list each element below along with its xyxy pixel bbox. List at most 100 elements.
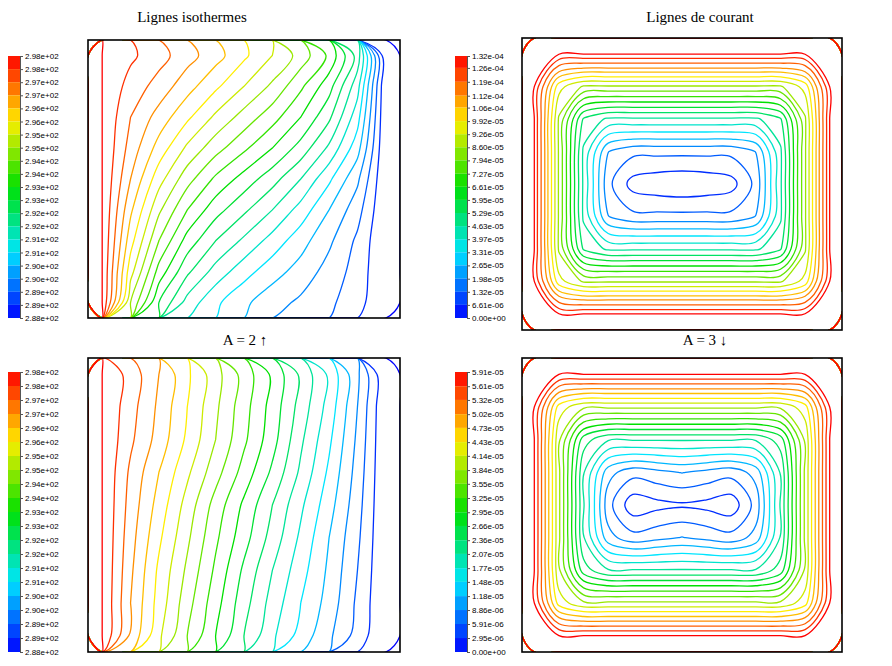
tick: 2.90e+02 (20, 275, 59, 284)
tick: 2.98e+02 (20, 382, 59, 391)
tick-mark (467, 96, 470, 97)
tick: 2.89e+02 (20, 288, 59, 297)
tick-label: 2.93e+02 (25, 508, 59, 517)
tick-mark (467, 200, 470, 201)
tick: 4.73e-05 (467, 424, 504, 433)
tick-mark (467, 526, 470, 527)
tick-label: 2.92e+02 (25, 222, 59, 231)
tick: 2.91e+02 (20, 249, 59, 258)
tick-label: 1.77e-05 (472, 564, 504, 573)
tick: 1.06e-04 (467, 104, 504, 113)
tick-mark (20, 174, 23, 175)
contour-line (88, 40, 170, 318)
tick: 1.48e-05 (467, 578, 504, 587)
tick-mark (20, 652, 23, 653)
tick-mark (20, 582, 23, 583)
tick-label: 9.92e-05 (472, 117, 504, 126)
tick-mark (20, 596, 23, 597)
tick: 0.00e+00 (467, 648, 506, 657)
tick: 9.92e-05 (467, 117, 504, 126)
tick-mark (20, 82, 23, 83)
tick-label: 6.61e-06 (472, 301, 504, 310)
contour-line (88, 358, 254, 652)
contour-line (88, 358, 222, 652)
tick-mark (20, 239, 23, 240)
colorbar-band (8, 69, 20, 82)
tick: 1.98e-05 (467, 275, 504, 284)
tick: 2.07e-05 (467, 550, 504, 559)
contour-line (88, 40, 138, 318)
contour-line (88, 40, 376, 318)
tick-mark (467, 414, 470, 415)
tick-label: 2.94e+02 (25, 480, 59, 489)
contour-line (522, 358, 842, 652)
tick-mark (467, 279, 470, 280)
colorbar-band (455, 400, 467, 414)
tick-mark (467, 456, 470, 457)
contour-line (522, 38, 842, 330)
contour-line (88, 40, 249, 318)
contour-line (88, 40, 225, 318)
colorbar-band (8, 638, 20, 652)
tick-mark (20, 484, 23, 485)
colorbar-band (455, 174, 467, 187)
contour-line (522, 358, 842, 652)
tick-label: 2.93e+02 (25, 183, 59, 192)
tick: 3.25e-05 (467, 494, 504, 503)
contour-line (88, 358, 239, 652)
tick: 2.94e+02 (20, 157, 59, 166)
tick-mark (467, 147, 470, 148)
tick-label: 2.91e+02 (25, 564, 59, 573)
contour-line (522, 358, 842, 652)
tick-mark (467, 226, 470, 227)
tick: 3.55e-05 (467, 480, 504, 489)
tick-mark (467, 174, 470, 175)
tick: 7.27e-05 (467, 170, 504, 179)
tick: 2.98e+02 (20, 65, 59, 74)
tick-label: 4.63e-05 (472, 222, 504, 231)
tick-label: 2.94e+02 (25, 157, 59, 166)
colorbar-band (455, 470, 467, 484)
tick-label: 2.97e+02 (25, 410, 59, 419)
colorbar-band (455, 213, 467, 226)
colorbar-band (455, 121, 467, 134)
tick-label: 2.92e+02 (25, 550, 59, 559)
panel: 2.98e+022.98e+022.97e+022.97e+022.96e+02… (8, 355, 401, 657)
tick-label: 2.96e+02 (25, 118, 59, 127)
colorbar-band (8, 568, 20, 582)
tick-label: 0.00e+00 (472, 314, 506, 323)
colorbar-band (8, 135, 20, 148)
contour-line (88, 40, 199, 318)
tick-label: 2.65e-05 (472, 261, 504, 270)
contour-line (522, 358, 842, 652)
contour-line (522, 358, 842, 652)
tick-mark (467, 428, 470, 429)
tick-label: 2.98e+02 (25, 52, 59, 61)
tick-label: 4.73e-05 (472, 424, 504, 433)
contour-line (522, 358, 842, 652)
tick: 2.98e+02 (20, 52, 59, 61)
tick: 5.95e-05 (467, 196, 504, 205)
tick: 2.96e+02 (20, 438, 59, 447)
colorbar-band (455, 456, 467, 470)
contour-line (522, 358, 842, 652)
tick-mark (467, 213, 470, 214)
axis-line (21, 373, 24, 653)
tick: 2.92e+02 (20, 536, 59, 545)
tick-mark (20, 318, 23, 319)
contour-line (88, 40, 103, 318)
contour-line (522, 38, 842, 330)
tick-mark (20, 554, 23, 555)
colorbar-band (455, 484, 467, 498)
tick: 1.32e-04 (467, 52, 504, 61)
axis-line (468, 373, 471, 653)
tick-label: 2.90e+02 (25, 262, 59, 271)
contour-line (522, 38, 842, 330)
contour-line (88, 358, 124, 652)
tick: 9.26e-05 (467, 130, 504, 139)
colorbar-band (455, 147, 467, 160)
tick-mark (20, 200, 23, 201)
tick-mark (467, 596, 470, 597)
tick: 1.77e-05 (467, 564, 504, 573)
tick-label: 2.96e+02 (25, 424, 59, 433)
